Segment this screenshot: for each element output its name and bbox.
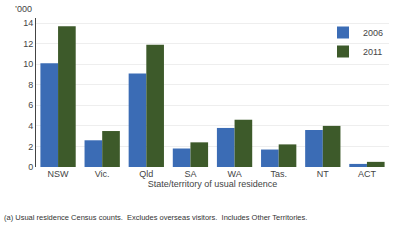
svg-text:State/territory of usual resid: State/territory of usual residence — [148, 179, 278, 189]
svg-text:2006: 2006 — [363, 28, 383, 38]
svg-text:Vic.: Vic. — [95, 169, 110, 179]
svg-text:Qld: Qld — [139, 169, 153, 179]
svg-text:2: 2 — [28, 142, 33, 152]
svg-text:NSW: NSW — [48, 169, 70, 179]
svg-text:NT: NT — [317, 169, 329, 179]
svg-text:4: 4 — [28, 121, 33, 131]
svg-text:8: 8 — [28, 80, 33, 90]
svg-text:6: 6 — [28, 100, 33, 110]
svg-text:10: 10 — [23, 59, 33, 69]
svg-text:WA: WA — [227, 169, 241, 179]
svg-text:12: 12 — [23, 39, 33, 49]
svg-text:2011: 2011 — [363, 47, 382, 57]
svg-text:SA: SA — [184, 169, 196, 179]
svg-text:ACT: ACT — [358, 169, 377, 179]
svg-text:0: 0 — [28, 162, 33, 172]
svg-text:Tas.: Tas. — [270, 169, 287, 179]
svg-text:’000: ’000 — [15, 4, 32, 14]
svg-text:(a) Usual residence Census cou: (a) Usual residence Census counts. Exclu… — [4, 213, 307, 222]
svg-text:14: 14 — [23, 18, 33, 28]
